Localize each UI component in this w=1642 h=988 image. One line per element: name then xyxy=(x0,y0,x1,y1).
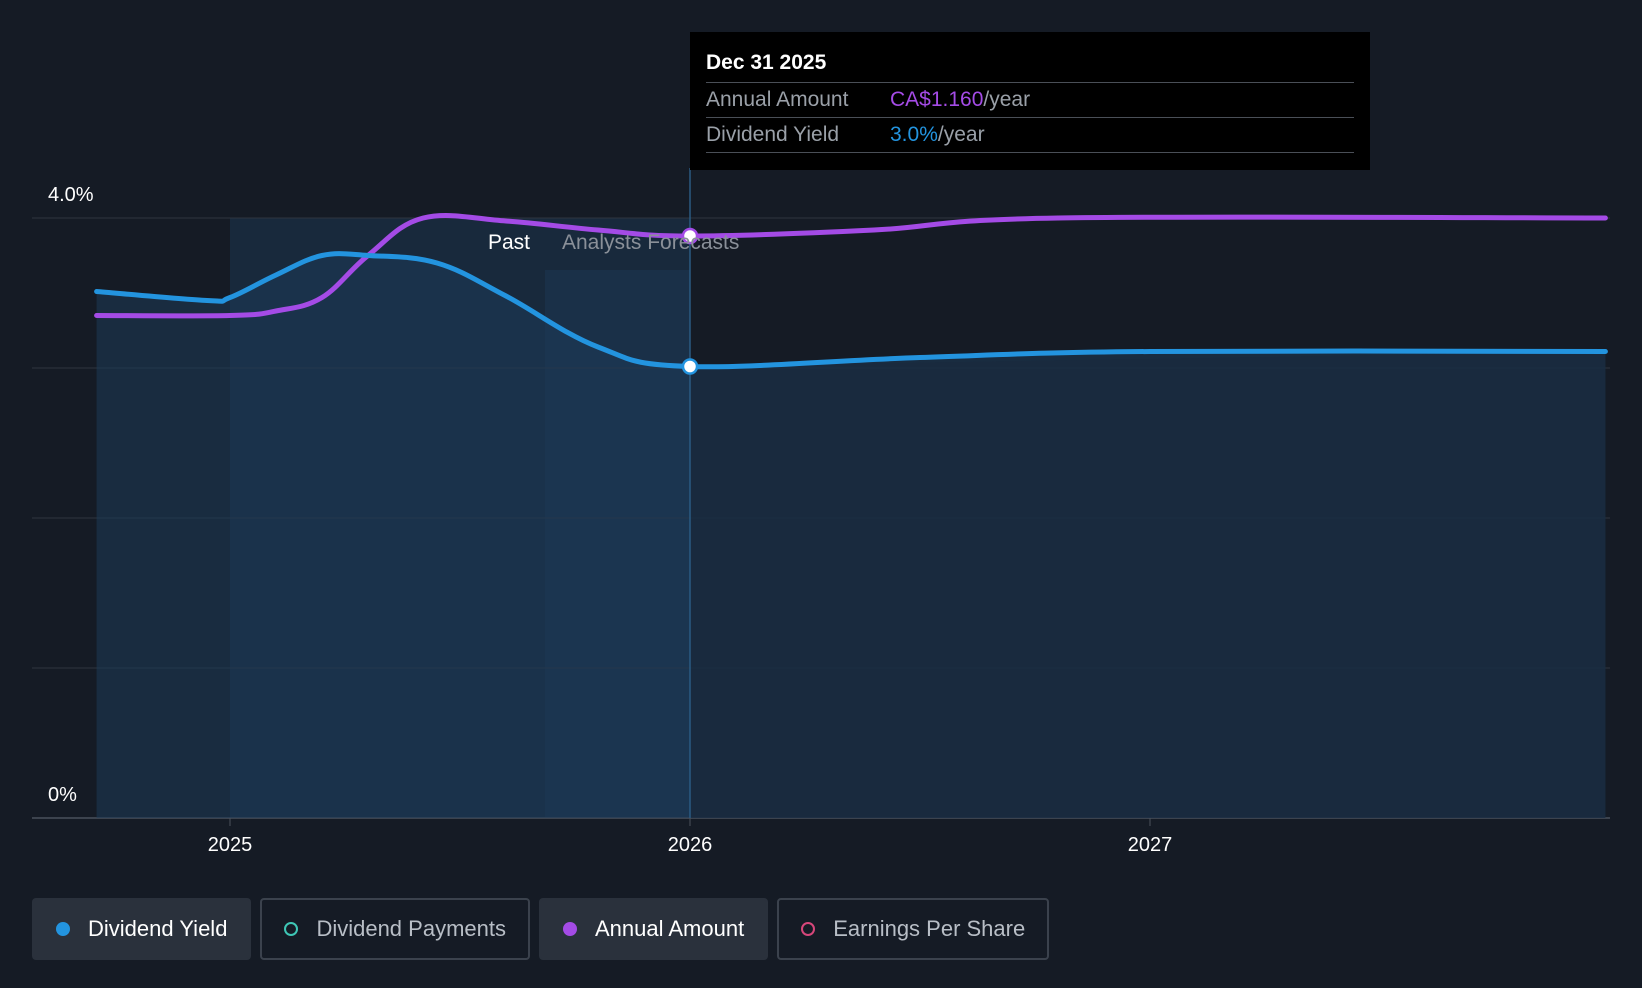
x-tick-label-2027: 2027 xyxy=(1128,834,1173,856)
dividend-yield-dot-icon xyxy=(56,922,70,936)
legend-earnings-per-share[interactable]: Earnings Per Share xyxy=(777,898,1050,960)
dividend-chart: 4.0% 0% Past Analysts Forecasts 2025 2026… xyxy=(32,168,1610,856)
tooltip-annual-row: Annual Amount CA$1.160 /year xyxy=(706,82,1354,117)
tooltip-annual-label: Annual Amount xyxy=(706,88,849,111)
legend-annual-amount[interactable]: Annual Amount xyxy=(538,898,769,960)
y-axis-bottom-label: 0% xyxy=(48,784,77,806)
past-label: Past xyxy=(488,231,530,254)
forecast-area xyxy=(690,351,1606,818)
tooltip-yield-label: Dividend Yield xyxy=(706,123,840,146)
tooltip-yield-unit: /year xyxy=(937,123,985,146)
tooltip-yield-row: Dividend Yield 3.0% /year xyxy=(706,117,1354,153)
y-axis-top-label: 4.0% xyxy=(48,184,94,206)
legend-annual-amount-label: Annual Amount xyxy=(594,916,745,941)
analysts-forecasts-label: Analysts Forecasts xyxy=(562,231,739,254)
dividend-yield-marker xyxy=(681,358,699,375)
x-axis-ticks: 2025 2026 2027 xyxy=(208,818,1173,856)
tooltip-annual-unit: /year xyxy=(983,88,1031,111)
x-tick-label-2026: 2026 xyxy=(668,834,713,856)
earnings-per-share-ring-icon xyxy=(801,922,816,936)
annual-amount-marker xyxy=(681,227,699,245)
legend-dividend-payments-label: Dividend Payments xyxy=(316,916,506,941)
tooltip-yield-value: 3.0% xyxy=(890,123,938,146)
tooltip: Dec 31 2025 Annual Amount CA$1.160 /year… xyxy=(690,32,1370,170)
legend: Dividend Yield Dividend Payments Annual … xyxy=(32,898,1050,960)
dividend-payments-ring-icon xyxy=(284,922,299,936)
tooltip-date: Dec 31 2025 xyxy=(706,51,827,74)
tooltip-annual-value: CA$1.160 xyxy=(890,88,984,111)
annual-amount-line xyxy=(94,213,1608,319)
legend-dividend-payments[interactable]: Dividend Payments xyxy=(260,898,530,960)
legend-dividend-yield[interactable]: Dividend Yield xyxy=(32,898,252,960)
legend-earnings-per-share-label: Earnings Per Share xyxy=(833,916,1026,941)
x-tick-label-2025: 2025 xyxy=(208,834,253,856)
dividend-yield-line xyxy=(94,251,1608,370)
annual-amount-dot-icon xyxy=(562,922,577,936)
legend-dividend-yield-label: Dividend Yield xyxy=(88,916,228,941)
